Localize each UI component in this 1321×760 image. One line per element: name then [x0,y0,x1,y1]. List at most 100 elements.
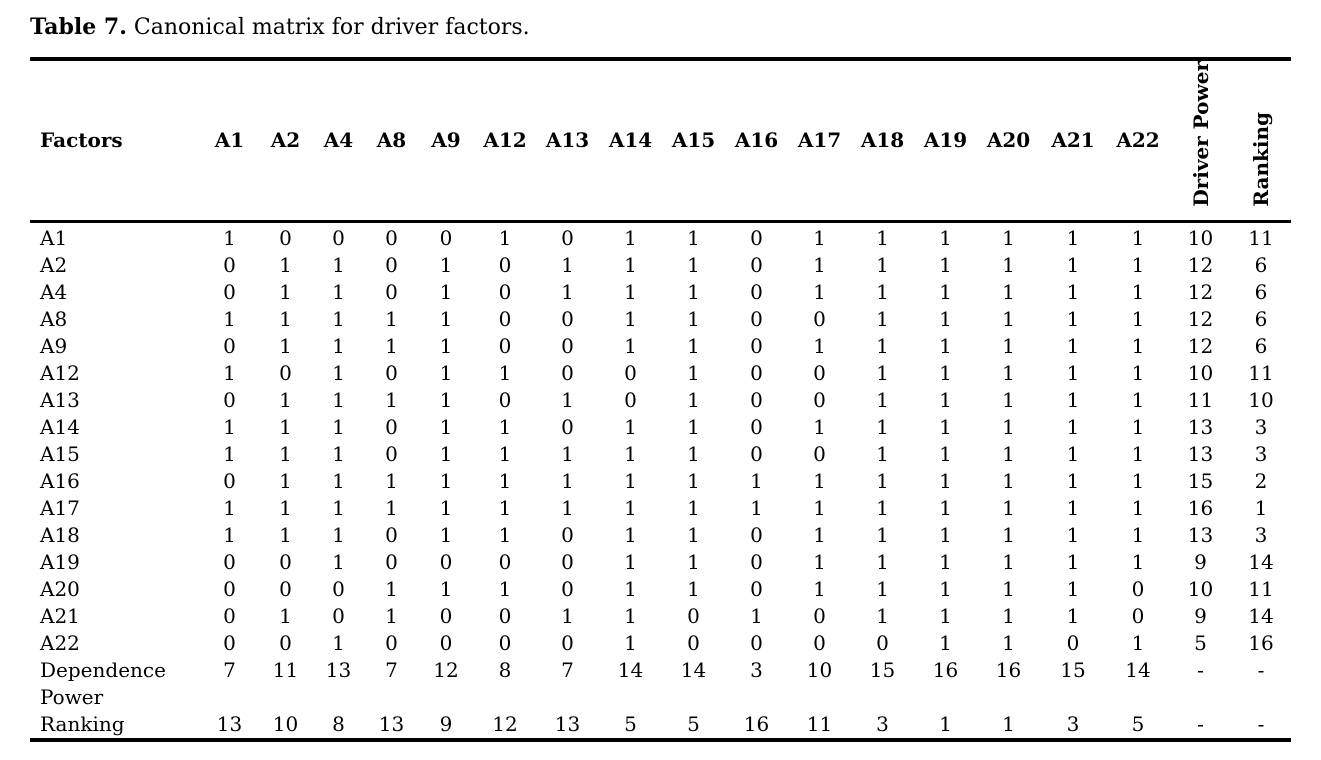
matrix-cell: 0 [385,252,398,277]
matrix-cell: 1 [876,306,889,331]
matrix-cell: 1 [687,549,700,574]
matrix-cell: 1 [687,225,700,250]
matrix-cell: 1 [223,495,236,520]
matrix-cell: 1 [561,279,574,304]
matrix-cell: 0 [385,279,398,304]
matrix-cell: 0 [750,576,763,601]
matrix-cell: 1 [1002,468,1015,493]
table-caption-text: Canonical matrix for driver factors. [126,15,530,40]
matrix-cell: 0 [813,360,826,385]
matrix-cell: 1 [876,360,889,385]
matrix-cell: 1 [279,306,292,331]
matrix-cell: 1 [624,630,637,655]
matrix-cell: 1 [1131,549,1145,574]
matrix-cell: 1 [939,333,952,358]
row-label: A1 [40,225,68,250]
matrix-cell: 1 [1131,387,1145,412]
matrix-cell: 1 [279,468,292,493]
matrix-cell: 0 [439,549,453,574]
matrix-cell: 1 [1066,468,1080,493]
matrix-cell: 0 [223,252,236,277]
matrix-cell: 0 [498,279,512,304]
driver-power-cell: 10 [1187,360,1214,385]
matrix-cell: 1 [439,360,453,385]
matrix-cell: 0 [813,630,826,655]
matrix-cell: 1 [1131,252,1145,277]
ranking-cell: 1 [1254,495,1268,520]
matrix-cell: 1 [332,387,345,412]
matrix-cell: 0 [750,630,763,655]
matrix-cell: 1 [624,495,637,520]
column-header-a1: A1 [214,128,245,153]
row-label: Ranking [40,711,125,736]
matrix-cell: 1 [624,414,637,439]
column-header-driver-power: Driver Power [1170,59,1231,221]
row-label: A18 [40,522,80,547]
matrix-cell: 0 [561,522,574,547]
driver-power-cell: - [1197,657,1204,682]
matrix-cell: 0 [332,576,345,601]
matrix-cell: 1 [876,441,889,466]
column-header-a21: A21 [1051,128,1095,153]
matrix-cell: 1 [813,279,826,304]
driver-power-cell: 16 [1187,495,1214,520]
matrix-cell: 1 [385,468,398,493]
row-label: A14 [40,414,80,439]
matrix-cell: 13 [216,711,243,736]
ranking-cell: 3 [1254,414,1268,439]
matrix-cell: 0 [332,225,345,250]
matrix-cell: 5 [624,711,637,736]
matrix-cell: 1 [687,333,700,358]
matrix-cell: 1 [624,252,637,277]
matrix-cell: 1 [1002,522,1015,547]
column-header-ranking: Ranking [1231,59,1291,221]
matrix-cell: 1 [439,468,453,493]
matrix-cell: 1 [1131,225,1145,250]
matrix-cell: 0 [813,306,826,331]
matrix-cell: 0 [223,279,236,304]
matrix-cell: 1 [1002,333,1015,358]
matrix-cell: 1 [687,279,700,304]
column-header-a17: A17 [797,128,842,153]
row-label: A4 [40,279,68,304]
matrix-cell: 1 [813,468,826,493]
matrix-cell: 1 [1002,549,1015,574]
matrix-cell: 1 [624,576,637,601]
matrix-cell: 0 [385,630,398,655]
matrix-cell: 1 [939,252,952,277]
matrix-cell: 16 [743,711,770,736]
matrix-cell: 1 [561,252,574,277]
matrix-cell: 1 [876,603,889,628]
matrix-cell: 10 [272,711,299,736]
matrix-cell: 1 [439,522,453,547]
matrix-cell: 1 [498,495,512,520]
matrix-cell: 1 [1131,630,1145,655]
driver-power-cell: 13 [1187,441,1214,466]
matrix-cell: 1 [385,603,398,628]
matrix-cell: 1 [498,360,512,385]
matrix-cell: 1 [1002,441,1015,466]
matrix-cell: 0 [223,387,236,412]
matrix-cell: 1 [1066,576,1080,601]
matrix-cell: 1 [439,279,453,304]
matrix-cell: 16 [995,657,1022,682]
matrix-cell: 1 [561,468,574,493]
matrix-cell: 1 [439,495,453,520]
matrix-cell: 1 [279,522,292,547]
table-row-a2: A2 0 1 1 0 1 0 1 1 1 0 1 1 1 1 1 1 12 6 [30,252,1291,279]
matrix-cell: 0 [750,333,763,358]
matrix-cell: 1 [332,279,345,304]
driver-power-cell: 5 [1194,630,1207,655]
matrix-cell: 1 [876,522,889,547]
column-header-a19: A19 [923,128,968,153]
matrix-cell: 14 [617,657,644,682]
column-header-a20: A20 [986,128,1031,153]
matrix-cell: 14 [680,657,707,682]
matrix-cell: 1 [439,306,453,331]
ranking-cell: 11 [1248,360,1274,385]
matrix-cell: 0 [385,414,398,439]
column-header-a2: A2 [270,128,301,153]
driver-power-cell: 12 [1187,333,1214,358]
matrix-cell: 1 [624,225,637,250]
